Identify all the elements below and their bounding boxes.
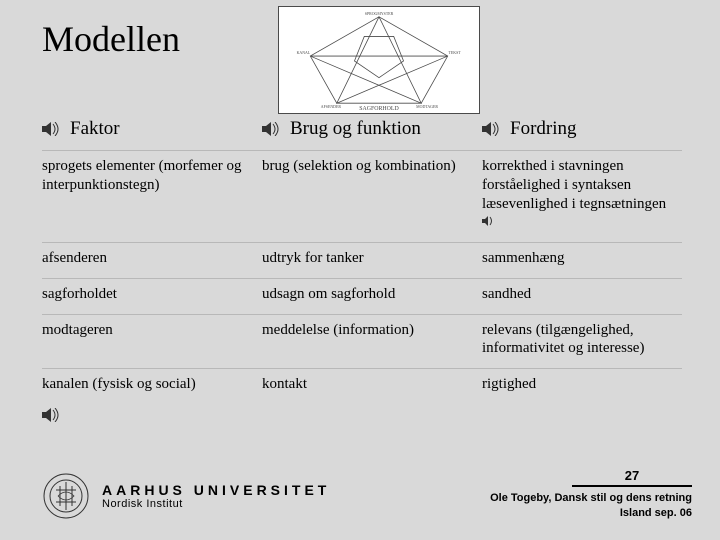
cell: udtryk for tanker xyxy=(262,249,482,268)
table-row: modtageren meddelelse (information) rele… xyxy=(42,314,682,369)
sound-icon xyxy=(42,122,62,136)
cell: relevans (tilgængelighed, informativitet… xyxy=(482,321,682,359)
cell: sprogets elementer (morfemer og interpun… xyxy=(42,157,262,232)
cell: sagforholdet xyxy=(42,285,262,304)
sound-icon xyxy=(262,122,282,136)
cell: afsenderen xyxy=(42,249,262,268)
cell: meddelelse (information) xyxy=(262,321,482,359)
svg-text:TEKST: TEKST xyxy=(448,51,461,55)
svg-text:MODTAGER: MODTAGER xyxy=(416,105,438,109)
cell: sandhed xyxy=(482,285,682,304)
cell: sammenhæng xyxy=(482,249,682,268)
table-row: sprogets elementer (morfemer og interpun… xyxy=(42,150,682,242)
cell: modtageren xyxy=(42,321,262,359)
sound-icon xyxy=(42,408,64,422)
cell: korrekthed i stavningen forståelighed i … xyxy=(482,157,682,232)
slide-title: Modellen xyxy=(42,18,180,60)
table-row: afsenderen udtryk for tanker sammenhæng xyxy=(42,242,682,278)
footer: AARHUS UNIVERSITET Nordisk Institut 27 O… xyxy=(42,467,692,520)
page-number: 27 xyxy=(572,468,692,487)
sound-icon xyxy=(482,213,496,223)
cell: kontakt xyxy=(262,375,482,394)
credit-line: Ole Togeby, Dansk stil og dens retning I… xyxy=(490,491,692,520)
svg-text:SPROGMYSTER: SPROGMYSTER xyxy=(365,12,394,16)
university-name: AARHUS UNIVERSITET xyxy=(102,482,330,498)
col-header-faktor: Faktor xyxy=(70,118,120,140)
svg-text:AFSENDER: AFSENDER xyxy=(321,105,342,109)
cell: rigtighed xyxy=(482,375,682,394)
table-row: sagforholdet udsagn om sagforhold sandhe… xyxy=(42,278,682,314)
col-header-brug: Brug og funktion xyxy=(290,118,421,140)
pentagram-diagram: SAGFORHOLD SPROGMYSTER KANAL TEKST AFSEN… xyxy=(278,6,480,114)
cell: brug (selektion og kombination) xyxy=(262,157,482,232)
university-seal-icon xyxy=(42,472,90,520)
model-table: Faktor Brug og funktion Fordring sproget… xyxy=(42,112,682,404)
department-name: Nordisk Institut xyxy=(102,498,330,510)
svg-text:KANAL: KANAL xyxy=(297,51,311,55)
col-header-fordring: Fordring xyxy=(510,118,577,140)
table-row: kanalen (fysisk og social) kontakt rigti… xyxy=(42,368,682,404)
cell: udsagn om sagforhold xyxy=(262,285,482,304)
cell: kanalen (fysisk og social) xyxy=(42,375,262,394)
sound-icon xyxy=(482,122,502,136)
